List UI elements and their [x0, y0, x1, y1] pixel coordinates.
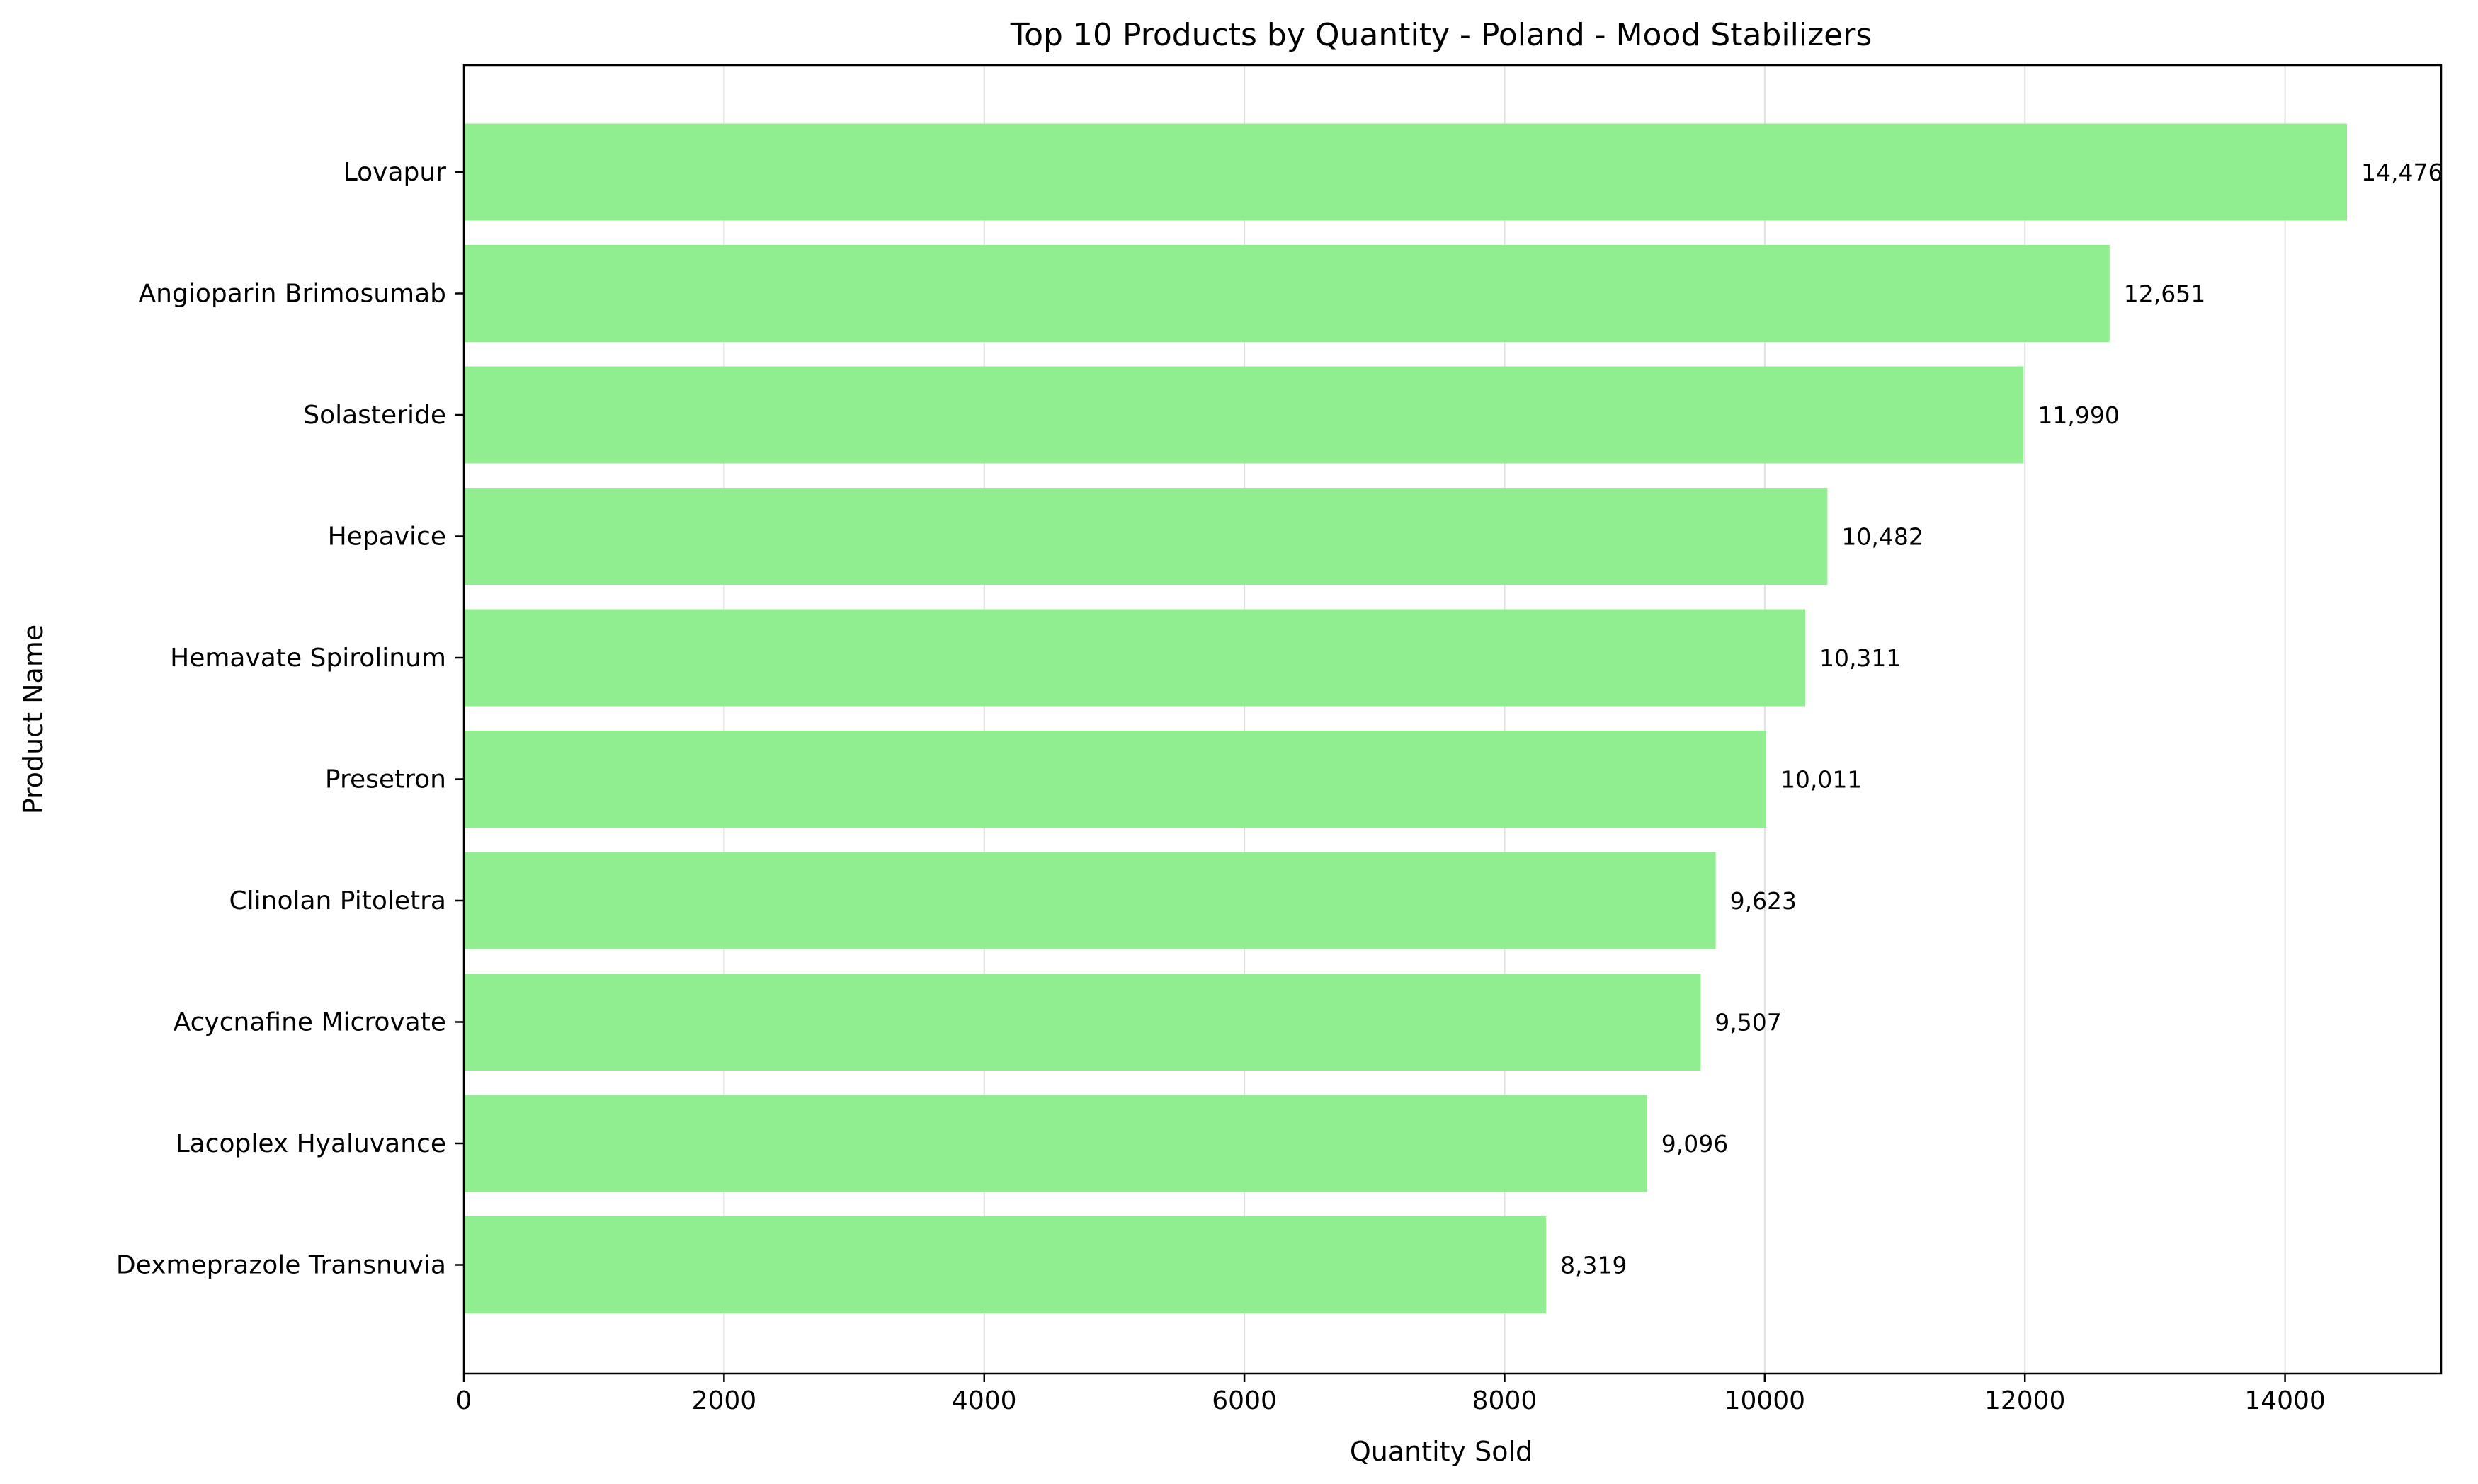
bar: [464, 488, 1828, 585]
x-tick-label: 8000: [1472, 1386, 1538, 1415]
y-tick-label: Dexmeprazole Transnuvia: [116, 1251, 446, 1280]
x-tick-label: 4000: [952, 1386, 1017, 1415]
plot-frame: [462, 64, 2443, 1375]
bar: [464, 366, 2024, 464]
y-tick-label: Presetron: [325, 765, 446, 794]
bar-value-label: 8,319: [1560, 1252, 1627, 1279]
y-tick-label: Lacoplex Hyaluvance: [176, 1129, 446, 1158]
bar: [464, 609, 1805, 707]
x-tick-label: 12000: [1984, 1386, 2066, 1415]
bar-value-label: 11,990: [2037, 401, 2119, 429]
y-axis-label: Product Name: [18, 624, 49, 814]
x-tick-label: 2000: [692, 1386, 757, 1415]
bar-value-label: 10,311: [1819, 644, 1901, 672]
y-tick-label: Clinolan Pitoletra: [229, 886, 447, 915]
data-labels: 14,476 12,651 11,990 10,482 10,311 10,011 9,62…: [1560, 159, 2443, 1279]
y-tick-label: Hepavice: [328, 523, 446, 552]
bar: [464, 974, 1701, 1071]
axes: 0 2000 4000 6000 8000 10000 12000 14000 Lovapur A…: [116, 64, 2443, 1415]
bar: [464, 852, 1716, 949]
bar-value-label: 12,651: [2124, 280, 2205, 308]
x-tick-label: 14000: [2244, 1386, 2326, 1415]
bar-value-label: 9,507: [1715, 1009, 1781, 1037]
x-tick-label: 6000: [1212, 1386, 1277, 1415]
chart-title: Top 10 Products by Quantity - Poland - M…: [1010, 17, 1872, 53]
bar: [464, 123, 2348, 221]
y-tick-label: Acycnafine Microvate: [174, 1008, 446, 1037]
bar-value-label: 10,011: [1780, 766, 1862, 794]
bar-value-label: 9,623: [1730, 887, 1797, 915]
x-axis-label: Quantity Sold: [1350, 1436, 1533, 1467]
y-tick-label: Angioparin Brimosumab: [139, 280, 446, 309]
y-tick-label: Solasteride: [303, 401, 446, 430]
bar: [464, 1216, 1547, 1313]
bar-value-label: 10,482: [1841, 523, 1923, 551]
bar-value-label: 9,096: [1661, 1130, 1728, 1158]
bar: [464, 245, 2110, 342]
x-tick-label: 10000: [1724, 1386, 1806, 1415]
bar-value-label: 14,476: [2361, 159, 2443, 186]
bars: [464, 123, 2348, 1313]
bar: [464, 1095, 1647, 1192]
bar: [464, 731, 1766, 828]
x-tick-label: 0: [456, 1386, 472, 1415]
y-tick-label: Hemavate Spirolinum: [170, 644, 446, 673]
y-tick-label: Lovapur: [343, 158, 446, 187]
